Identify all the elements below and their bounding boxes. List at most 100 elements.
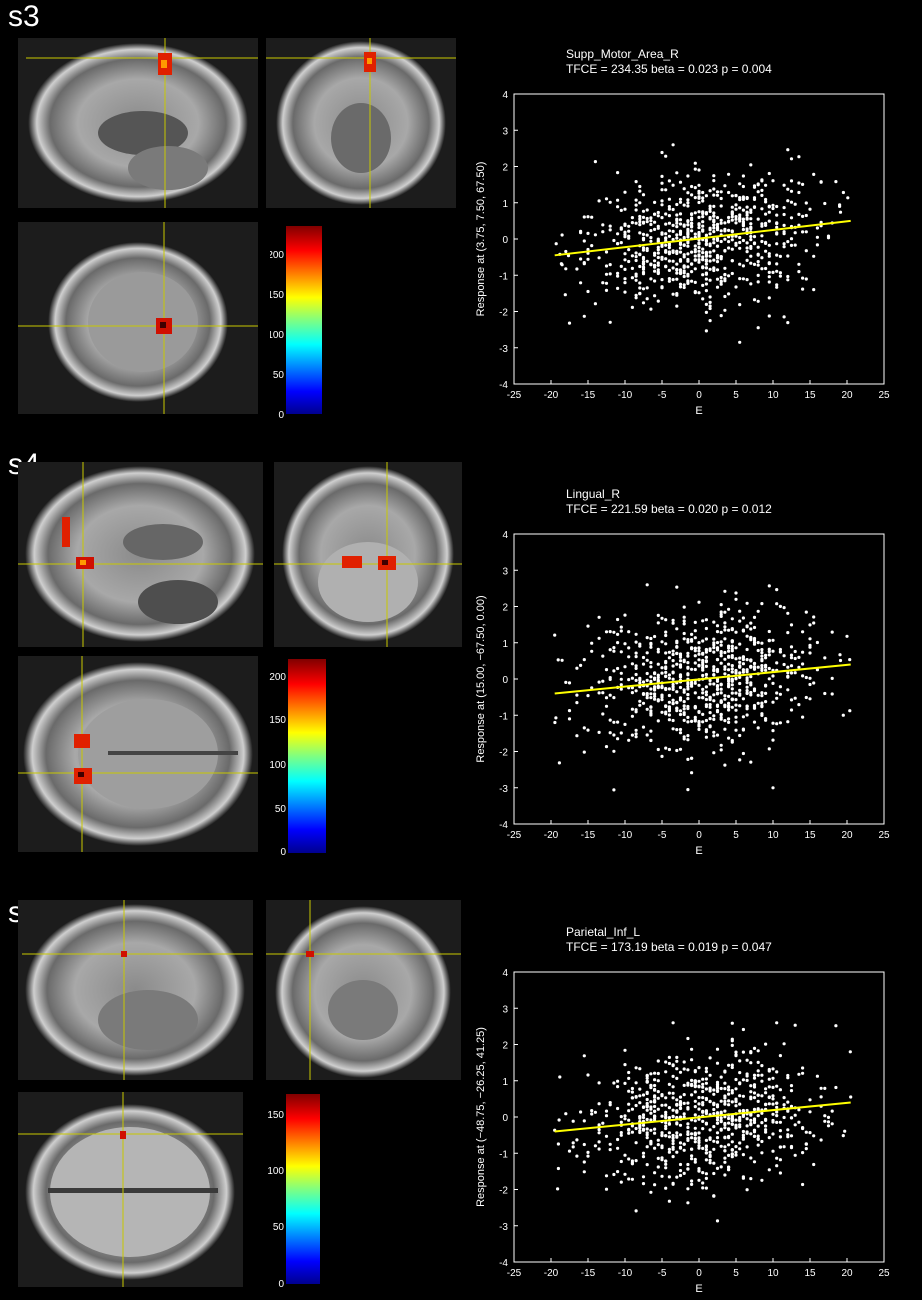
scatter-point (638, 217, 642, 221)
scatter-point (838, 203, 842, 207)
scatter-point (715, 641, 720, 645)
scatter-point (612, 1081, 616, 1085)
scatter-point (645, 1090, 649, 1094)
scatter-point (582, 262, 586, 266)
scatter-point (708, 711, 712, 715)
scatter-point (841, 713, 845, 717)
scatter-point (775, 1105, 779, 1109)
scatter-point (734, 676, 738, 680)
y-tick-label: -2 (499, 308, 508, 319)
scatter-point (760, 705, 764, 709)
scatter-point (586, 624, 590, 628)
scatter-point (641, 260, 646, 264)
scatter-point (649, 307, 653, 311)
scatter-point (738, 1125, 742, 1129)
scatter-point (671, 677, 675, 681)
scatter-point (723, 279, 727, 283)
y-axis-label: Response at (−48.75, −26.25, 41.25) (475, 1027, 487, 1207)
scatter-point (653, 692, 657, 696)
scatter-point (704, 1077, 708, 1081)
scatter-point (697, 1178, 701, 1182)
scatter-point (704, 1138, 708, 1142)
scatter-point (645, 1127, 649, 1131)
scatter-point (775, 1070, 779, 1074)
scatter-point (627, 1128, 631, 1132)
scatter-point (749, 244, 753, 249)
scatter-point (715, 277, 720, 281)
scatter-point (671, 698, 675, 702)
scatter-point (612, 238, 616, 243)
scatter-point (649, 1190, 653, 1194)
x-axis-label: E (695, 845, 702, 857)
scatter-point (641, 692, 646, 696)
scatter-point (712, 220, 716, 224)
scatter-point (793, 656, 797, 661)
scatter-point (660, 232, 664, 236)
scatter-point (612, 720, 616, 724)
scatter-point (738, 219, 742, 223)
x-tick-label: -10 (618, 390, 633, 401)
colorbar-svg: 200 150 100 50 0 (267, 226, 322, 421)
scatter-point (715, 710, 720, 714)
scatter-point (579, 1110, 583, 1114)
scatter-point (612, 749, 616, 753)
scatter-point (760, 701, 764, 705)
scatter-point (719, 687, 723, 691)
scatter-point (715, 704, 720, 708)
scatter-point (682, 688, 686, 692)
scatter-point (634, 1209, 638, 1213)
colorbar-tick: 200 (269, 672, 286, 683)
scatter-point (834, 1024, 838, 1028)
scatter-point (667, 656, 671, 660)
scatter-point (686, 1201, 690, 1205)
scatter-point (804, 201, 808, 205)
scatter-point (752, 262, 757, 266)
scatter-point (760, 234, 764, 238)
scatter-point (723, 1149, 727, 1153)
scatter-point (686, 757, 690, 761)
scatter-point (752, 1129, 757, 1133)
scatter-point (730, 1065, 734, 1070)
scatter-point (730, 271, 734, 276)
scatter-point (697, 258, 701, 262)
scatter-point (649, 1128, 653, 1132)
scatter-point (671, 1155, 675, 1159)
scatter-point (682, 265, 686, 269)
scatter-point (608, 272, 612, 276)
scatter-point (586, 728, 590, 732)
scatter-point (678, 747, 683, 751)
scatter-point (675, 1150, 679, 1154)
scatter-point (734, 1150, 738, 1154)
scatter-point (752, 1046, 757, 1050)
scatter-point (812, 254, 816, 258)
scatter-point (671, 1142, 675, 1146)
scatter-point (664, 257, 668, 261)
scatter-point (664, 1159, 668, 1163)
scatter-point (719, 643, 723, 647)
scatter-point (778, 692, 782, 696)
scatter-point (760, 239, 764, 244)
scatter-point (741, 1137, 745, 1141)
scatter-point (812, 615, 816, 619)
scatter-point (656, 662, 660, 666)
scatter-point (560, 658, 564, 662)
scatter-point (641, 1093, 646, 1097)
scatter-point (756, 263, 760, 267)
scatter-point (719, 314, 723, 318)
scatter-point (678, 271, 683, 276)
scatter-point (793, 231, 797, 235)
scatter-point (608, 1142, 612, 1146)
scatter-point (656, 621, 660, 625)
scatter-point (756, 1049, 760, 1053)
scatter-point (712, 1139, 716, 1143)
scatter-point (675, 271, 679, 275)
scatter-point (749, 690, 753, 695)
scatter-point (686, 638, 690, 642)
colorbar-tick: 150 (267, 1110, 284, 1121)
scatter-point (608, 731, 612, 735)
scatter-point (708, 244, 712, 248)
scatter-point (682, 718, 686, 722)
scatter-point (767, 647, 771, 651)
scatter-point (704, 329, 708, 333)
scatter-point (693, 1090, 697, 1094)
